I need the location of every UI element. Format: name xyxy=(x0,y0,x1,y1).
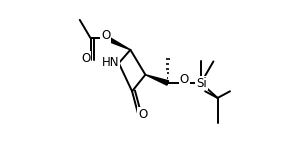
Text: O: O xyxy=(81,52,90,65)
Text: Si: Si xyxy=(196,77,207,89)
Text: O: O xyxy=(180,73,189,86)
Polygon shape xyxy=(145,75,169,85)
Polygon shape xyxy=(105,36,130,50)
Text: HN: HN xyxy=(102,56,119,69)
Text: O: O xyxy=(101,29,110,42)
Text: O: O xyxy=(138,108,147,121)
